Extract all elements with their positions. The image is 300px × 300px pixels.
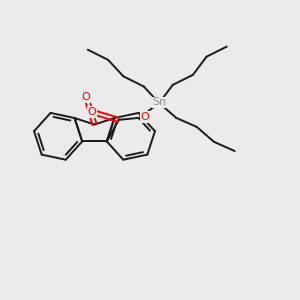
Text: O: O [140,112,149,122]
Text: Sn: Sn [153,98,167,107]
Text: O: O [82,92,90,102]
Text: O: O [87,107,96,117]
